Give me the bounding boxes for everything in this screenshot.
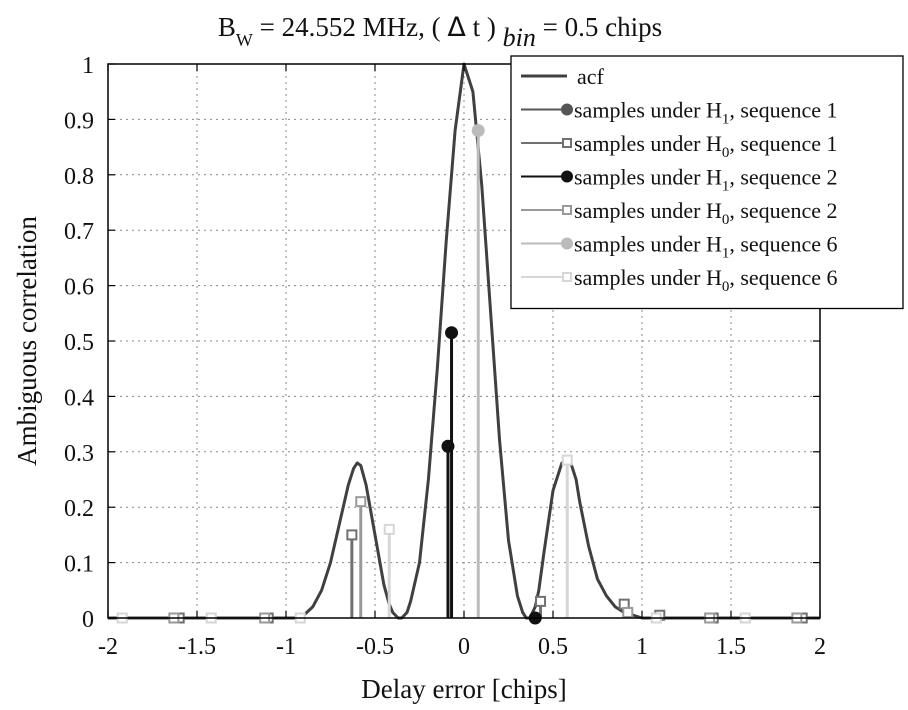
legend-box: [510, 55, 904, 310]
y-tick-label: 0.7: [64, 219, 94, 245]
stem-marker: [535, 595, 547, 607]
stem-marker: [383, 523, 395, 535]
x-tick-label: 0.5: [538, 634, 568, 660]
y-tick-label: 0.1: [64, 552, 94, 578]
x-tick-label: 2: [814, 634, 826, 660]
grid: [108, 64, 820, 618]
stem-marker: [471, 123, 485, 137]
legend-item: samples under H0, sequence 1: [521, 131, 837, 161]
title-text: BW = 24.552 MHz, ( Δ t ) bin = 0.5 chips: [218, 12, 662, 52]
x-tick-label: -0.5: [356, 634, 394, 660]
legend-item: acf: [521, 64, 605, 89]
stem-marker: [445, 326, 459, 340]
series-samples-under-h1-sequence-6: [471, 123, 485, 618]
y-tick-label: 0.8: [64, 164, 94, 190]
legend-label: samples under H0, sequence 1: [574, 131, 837, 161]
x-tick-label: -1: [276, 634, 296, 660]
series-samples-under-h1-sequence-2: [441, 326, 542, 625]
legend-item: samples under H1, sequence 2: [521, 165, 837, 195]
legend-swatch-marker: [562, 138, 572, 148]
x-tick-label: 1.5: [716, 634, 746, 660]
stem-marker: [622, 606, 634, 618]
y-tick-label: 0.3: [64, 441, 94, 467]
y-tick-label: 0.4: [64, 385, 94, 411]
legend-swatch-marker: [561, 170, 573, 183]
y-tick-label: 0.6: [64, 275, 94, 301]
x-axis-label: Delay error [chips]: [361, 674, 566, 704]
y-tick-label: 0.2: [64, 496, 94, 522]
legend-swatch-marker: [562, 272, 572, 282]
legend-item: samples under H0, sequence 2: [521, 198, 837, 228]
legend-swatch-marker: [561, 237, 573, 250]
legend-label: samples under H0, sequence 2: [574, 198, 837, 228]
legend-item: samples under H1, sequence 6: [521, 232, 837, 262]
y-tick-label: 0: [82, 607, 94, 633]
legend-item: samples under H1, sequence 1: [521, 98, 837, 128]
x-tick-label: 0: [458, 634, 470, 660]
y-tick-label: 0.9: [64, 108, 94, 134]
legend-swatch-marker: [561, 103, 573, 116]
legend-item: samples under H0, sequence 6: [521, 265, 837, 295]
legend-label: acf: [577, 64, 605, 89]
legend-label: samples under H1, sequence 2: [574, 165, 837, 195]
legend-label: samples under H1, sequence 1: [574, 98, 837, 128]
stem-marker: [346, 529, 358, 541]
stem-marker: [561, 454, 573, 466]
stem-marker: [355, 496, 367, 508]
x-tick-label: 1: [636, 634, 648, 660]
legend-swatch-marker: [562, 205, 572, 215]
ticks: -2 -1.5 -1 -0.5 0 0.5 1 1.5 2 0 0.1 0.2 0.3 0.4 0.5 0.6…: [64, 53, 826, 660]
x-tick-label: -2: [98, 634, 118, 660]
chart-title: BW = 24.552 MHz, ( Δ t ) bin = 0.5 chips: [218, 12, 662, 52]
y-tick-label: 0.5: [64, 330, 94, 356]
legend-label: samples under H1, sequence 6: [574, 232, 837, 262]
y-axis-label: Ambiguous correlation: [12, 216, 42, 466]
x-tick-label: -1.5: [178, 634, 216, 660]
y-tick-label: 1: [82, 53, 94, 79]
legend-label: samples under H0, sequence 6: [574, 265, 837, 295]
